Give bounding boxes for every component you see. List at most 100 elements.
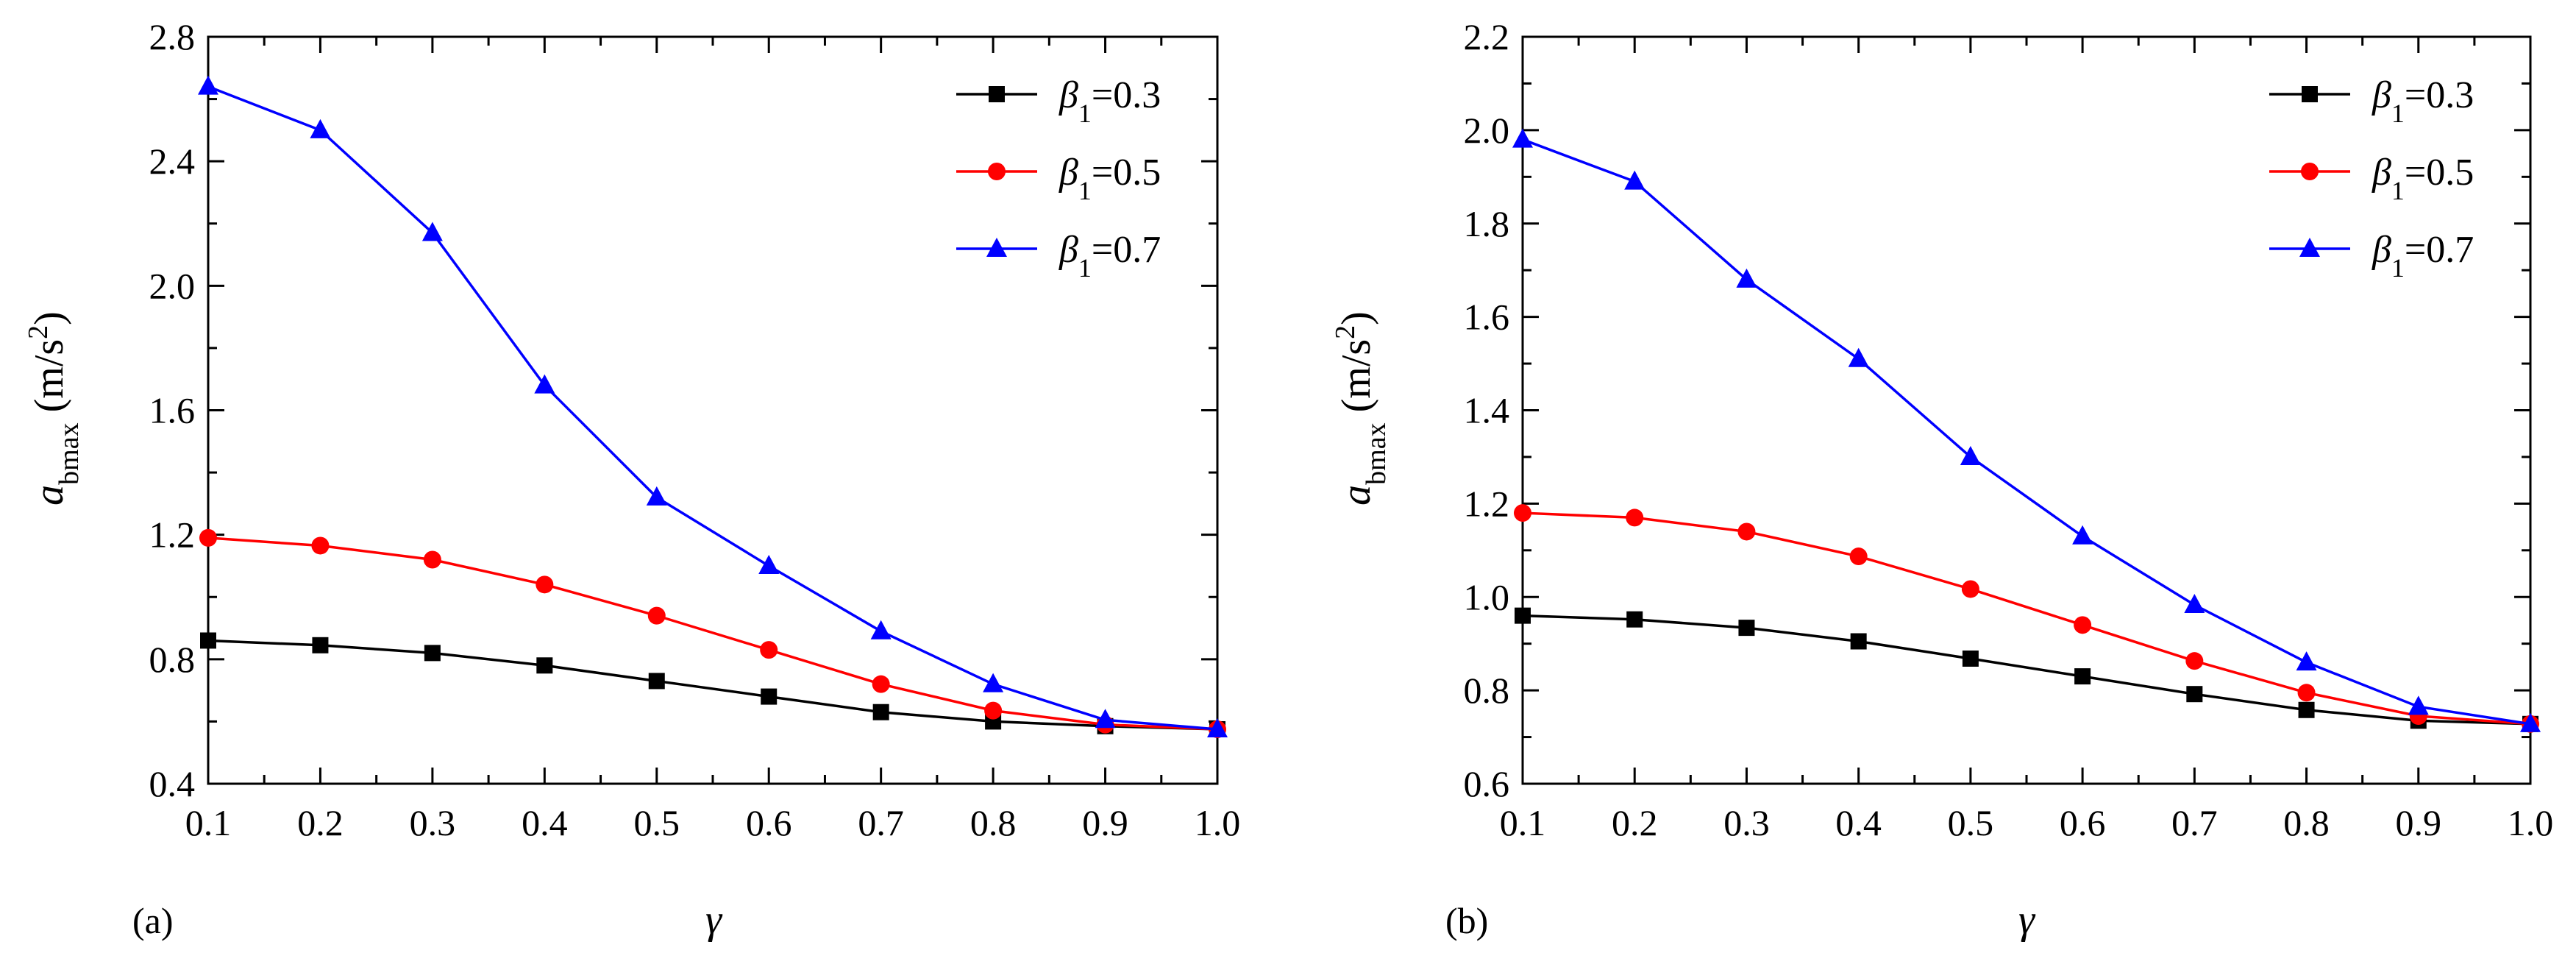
y-tick-label: 2.2 — [1464, 16, 1510, 57]
data-point — [421, 222, 443, 241]
data-point — [647, 606, 666, 625]
data-point — [2072, 525, 2093, 545]
data-point — [758, 554, 780, 574]
legend-label: β1=0.3 — [2372, 74, 2474, 128]
x-tick-label: 0.5 — [634, 802, 680, 843]
data-point — [761, 688, 778, 705]
legend-marker — [986, 238, 1007, 257]
data-point — [2296, 651, 2317, 671]
data-point — [1515, 607, 1531, 624]
data-point — [534, 374, 555, 394]
data-point — [311, 536, 330, 555]
data-point — [872, 675, 890, 693]
legend: β1=0.3 β1=0.5 β1=0.7 — [956, 74, 1161, 283]
series-line — [1522, 511, 2531, 726]
data-point — [872, 704, 889, 720]
x-tick-label: 1.0 — [2508, 802, 2554, 843]
data-point — [1626, 611, 1643, 628]
series-line — [207, 85, 1218, 731]
data-point — [1738, 620, 1755, 637]
plot-frame — [207, 35, 1219, 785]
data-point — [2520, 712, 2541, 732]
data-point — [310, 118, 331, 138]
x-tick-label: 0.9 — [2396, 802, 2442, 843]
x-tick-label: 0.4 — [522, 802, 568, 843]
data-point — [1962, 650, 1979, 667]
data-point — [1849, 548, 1868, 566]
data-point — [2185, 652, 2204, 670]
data-point — [536, 575, 554, 594]
data-point — [198, 75, 218, 95]
data-point — [1207, 717, 1228, 737]
x-axis-title: γ — [2018, 897, 2036, 943]
series-2 — [1514, 504, 2539, 733]
series-1 — [1515, 607, 2538, 732]
x-tick-label: 0.6 — [746, 802, 792, 843]
data-point — [312, 637, 329, 653]
y-tick-label: 1.2 — [1464, 483, 1510, 524]
data-point — [2186, 686, 2203, 703]
y-tick-label: 2.4 — [149, 141, 196, 182]
legend-marker — [2299, 238, 2320, 257]
x-tick-label: 0.3 — [1723, 802, 1770, 843]
series-3 — [198, 75, 1228, 737]
y-tick-label: 1.6 — [1464, 297, 1510, 338]
data-point — [1850, 633, 1867, 650]
legend-label: β1=0.5 — [1058, 152, 1161, 205]
data-point — [1512, 128, 1533, 148]
chart-panel-1: 0.1 0.2 0.3 0.4 0.5 0.6 0.7 0.8 0.9 1.0 0.4 0.8 1.2 1… — [23, 16, 1240, 943]
y-tick-label: 0.6 — [1464, 763, 1510, 804]
data-point — [1848, 347, 1869, 367]
legend-label: β1=0.3 — [1058, 74, 1161, 128]
data-point — [870, 620, 892, 639]
data-point — [2297, 684, 2316, 702]
x-tick-label: 0.3 — [410, 802, 456, 843]
data-point — [2074, 616, 2092, 634]
data-point — [984, 701, 1003, 720]
x-axis-title: γ — [705, 897, 723, 943]
data-point — [1624, 170, 1645, 190]
data-point — [2074, 668, 2091, 685]
data-point — [760, 641, 778, 659]
y-tick-label: 2.0 — [1464, 110, 1510, 151]
panel-label: (b) — [1445, 900, 1488, 941]
data-point — [1737, 522, 1756, 541]
series-line — [1522, 614, 2531, 726]
series-line — [207, 639, 1218, 731]
data-point — [1960, 445, 1981, 465]
y-tick-label: 0.8 — [1464, 670, 1510, 711]
series-line — [207, 536, 1218, 731]
chart-panel-2: 0.1 0.2 0.3 0.4 0.5 0.6 0.7 0.8 0.9 1.0 0.6 0.8 1.0 1… — [1330, 16, 2553, 943]
legend-label: β1=0.7 — [1058, 229, 1161, 283]
data-point — [423, 550, 441, 569]
x-tick-label: 0.7 — [2171, 802, 2218, 843]
x-tick-label: 0.2 — [1612, 802, 1658, 843]
data-point — [1961, 580, 1979, 598]
y-tick-label: 1.0 — [1464, 576, 1510, 617]
x-tick-label: 0.1 — [185, 802, 232, 843]
x-tick-label: 0.2 — [297, 802, 344, 843]
legend-marker — [2301, 163, 2319, 180]
x-tick-label: 0.1 — [1500, 802, 1546, 843]
data-point — [1626, 509, 1644, 527]
y-tick-label: 1.2 — [149, 514, 196, 556]
legend-marker — [989, 86, 1005, 102]
data-point — [424, 645, 441, 662]
data-point — [2184, 594, 2205, 614]
legend: β1=0.3 β1=0.5 β1=0.7 — [2269, 74, 2474, 283]
data-point — [200, 632, 216, 649]
y-tick-label: 1.8 — [1464, 203, 1510, 244]
data-point — [199, 528, 217, 547]
data-point — [1095, 709, 1116, 729]
y-tick-label: 1.6 — [149, 390, 196, 431]
x-tick-label: 0.8 — [970, 802, 1017, 843]
panel-label: (a) — [132, 900, 174, 941]
data-point — [1514, 504, 1531, 522]
x-tick-label: 0.4 — [1835, 802, 1882, 843]
y-tick-label: 1.4 — [1464, 390, 1510, 431]
data-point — [2298, 701, 2315, 718]
y-tick-label: 2.0 — [149, 265, 196, 306]
legend-marker — [988, 163, 1006, 180]
